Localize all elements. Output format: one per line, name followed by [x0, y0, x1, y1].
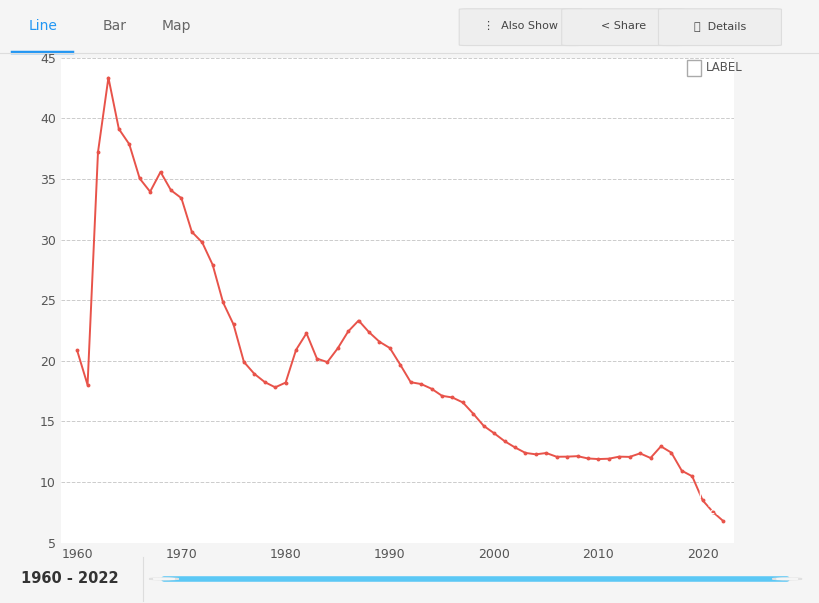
Text: ⓘ  Details: ⓘ Details: [693, 21, 745, 31]
Text: China: China: [681, 488, 717, 501]
Circle shape: [776, 578, 797, 579]
Text: Bar: Bar: [102, 19, 127, 33]
FancyBboxPatch shape: [459, 9, 581, 46]
FancyBboxPatch shape: [561, 9, 684, 46]
Text: (2022): (2022): [679, 504, 720, 517]
Text: Line: Line: [28, 19, 57, 33]
Text: < Share: < Share: [600, 21, 645, 31]
Text: 7: 7: [693, 524, 706, 543]
Circle shape: [771, 578, 801, 579]
Text: 1960 - 2022: 1960 - 2022: [20, 572, 119, 586]
Circle shape: [153, 578, 174, 579]
Text: LABEL: LABEL: [704, 61, 741, 74]
Circle shape: [149, 578, 179, 579]
FancyBboxPatch shape: [658, 9, 781, 46]
Text: Map: Map: [161, 19, 191, 33]
Text: ⋮  Also Show: ⋮ Also Show: [482, 21, 558, 31]
FancyBboxPatch shape: [686, 60, 699, 75]
